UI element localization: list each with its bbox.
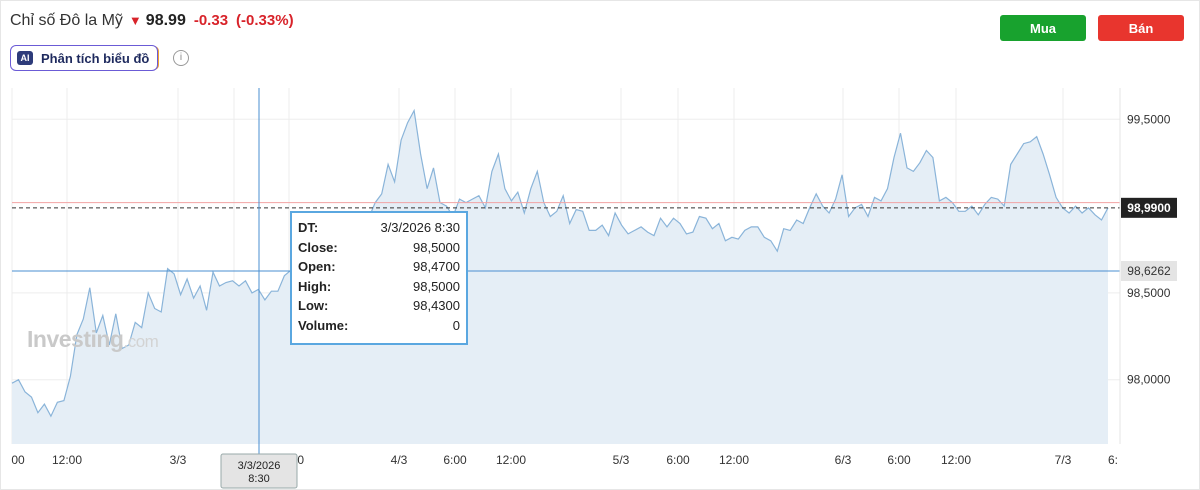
x-tick-label: 12:00 [52,453,82,467]
watermark-brand: Investing [27,326,124,352]
x-tick-label: 3/3 [170,453,187,467]
x-tick-label: 6/3 [835,453,852,467]
tooltip-value: 98,5000 [413,278,460,294]
ai-chart-analysis-button[interactable]: AI Phân tích biểu đồ [10,45,159,71]
crosshair-date-label: 3/3/2026 [238,460,281,472]
investing-watermark: Investing.com [27,326,159,353]
down-arrow-icon: ▼ [128,13,142,28]
last-price: 98.99 [145,12,186,29]
tooltip-key: Low: [298,298,329,313]
tooltip-value: 98,5000 [413,239,460,255]
crosshair-time-label: 8:30 [248,473,269,485]
x-tick-label: 6:00 [443,453,467,467]
ai-chart-analysis-label: Phân tích biểu đồ [41,50,150,66]
tooltip-value: 98,4700 [413,259,460,274]
tooltip-row: Low: 98,4300 [298,296,460,316]
x-tick-label: 12:00 [496,453,526,467]
tooltip-value: 0 [452,317,460,333]
tooltip-row: Volume: 0 [298,316,460,336]
x-tick-label: 6:00 [666,453,690,467]
instrument-name: Chỉ số Đô la Mỹ [10,12,123,29]
sell-button[interactable]: Bán [1098,15,1184,41]
crosshair-price-label: 98,6262 [1127,264,1171,278]
tooltip-value: 3/3/2026 8:30 [380,220,460,235]
x-tick-label: 12:00 [719,453,749,467]
x-tick-label: 5/3 [613,453,630,467]
crosshair-tooltip: DT: 3/3/2026 8:30 Close: 98,5000 Open: 98,470… [290,211,468,345]
tooltip-row: Open: 98,4700 [298,257,460,277]
series-line [11,108,1109,418]
x-tick-label: 7/3 [1055,453,1072,467]
ai-icon: AI [17,51,33,65]
tooltip-key: DT: [298,220,319,235]
crosshair-price-badge [1121,261,1177,282]
y-tick-label: 99,5000 [1127,112,1171,126]
tooltip-row: High: 98,5000 [298,277,460,297]
tooltip-row: Close: 98,5000 [298,238,460,258]
tooltip-key: High: [298,278,332,294]
crosshair-date-badge [220,453,298,489]
watermark-suffix: .com [123,332,159,351]
tooltip-key: Volume: [298,317,349,333]
quote-header: Chỉ số Đô la Mỹ ▼ 98.99 -0.33 (-0.33%) [10,12,294,30]
x-tick-label: 6:00 [887,453,911,467]
info-icon[interactable]: i [173,50,189,66]
last-price-label: 98,9900 [1127,201,1171,215]
tooltip-value: 98,4300 [413,298,460,313]
price-change-percent: (-0.33%) [236,12,294,29]
x-tick-label: 6: [1108,453,1118,467]
price-change: -0.33 [193,12,229,29]
last-price-badge [1121,197,1177,218]
buy-button[interactable]: Mua [1000,15,1086,41]
y-tick-label: 98,5000 [1127,286,1171,300]
tooltip-row: DT: 3/3/2026 8:30 [298,218,460,238]
x-tick-label: 00 [11,453,25,467]
x-tick-label: 4/3 [391,453,408,467]
series-area [12,110,1108,444]
tooltip-key: Open: [298,259,336,274]
x-tick-label: 12:00 [941,453,971,467]
tooltip-key: Close: [298,239,338,255]
y-tick-label: 98,0000 [1127,373,1171,387]
